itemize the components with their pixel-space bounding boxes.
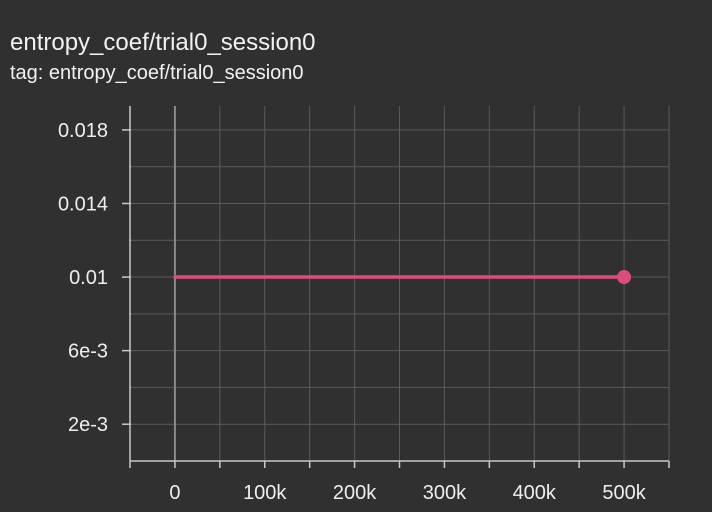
x-tick-label: 400k — [513, 482, 557, 504]
grid-lines — [129, 106, 670, 461]
y-tick-label: 6e-3 — [68, 341, 108, 363]
y-tick-label: 0.014 — [58, 193, 108, 215]
x-tick-label: 500k — [602, 482, 646, 504]
series-endpoint-marker — [617, 270, 632, 285]
series-layer — [173, 270, 632, 285]
tick-labels: 2e-3 6e-3 0.01 0.014 0.018 0 100k 200k 300k 400k 5… — [58, 120, 647, 504]
x-tick-label: 200k — [333, 482, 377, 504]
x-tick-label: 100k — [243, 482, 287, 504]
y-tick-label: 0.01 — [69, 267, 108, 289]
y-tick-label: 2e-3 — [68, 414, 108, 436]
x-tick-label: 0 — [169, 482, 180, 504]
y-tick-label: 0.018 — [58, 120, 108, 142]
chart-tag: tag: entropy_coef/trial0_session0 — [10, 62, 304, 84]
axes — [122, 106, 670, 468]
chart-title: entropy_coef/trial0_session0 — [10, 29, 316, 56]
x-tick-label: 300k — [423, 482, 467, 504]
